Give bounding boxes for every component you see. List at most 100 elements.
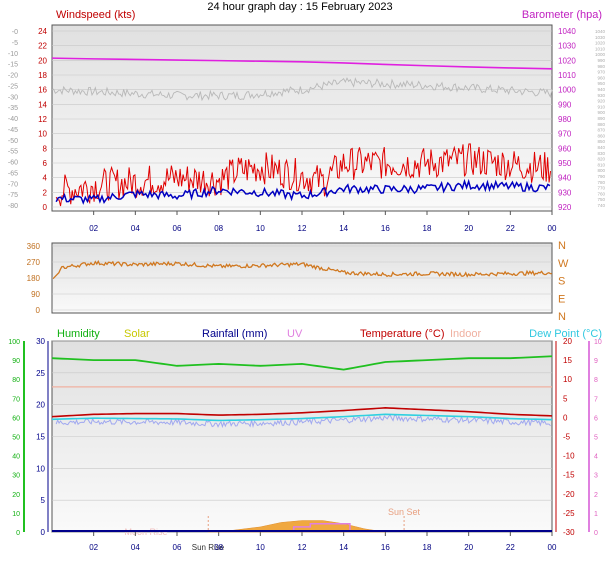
x-tick-label: 14	[339, 543, 348, 552]
baro-tick-label: 980	[558, 115, 572, 124]
outer-tick-label: -10	[8, 51, 18, 58]
x-tick-label: 08	[214, 543, 223, 552]
outer-baro-tick: 970	[597, 70, 605, 75]
uv-tick-label: 0	[594, 530, 598, 537]
uv-tick-label: 10	[594, 339, 602, 346]
rain-tick-label: 10	[36, 464, 45, 473]
outer-baro-tick: 950	[597, 81, 605, 86]
uv-tick-label: 6	[594, 415, 598, 422]
legend-rainfall: Rainfall (mm)	[202, 328, 267, 340]
outer-tick-label: -40	[8, 116, 18, 123]
outer-baro-tick: 810	[597, 162, 605, 167]
x-tick-label: 02	[89, 224, 98, 233]
humidity-tick-label: 70	[12, 396, 20, 403]
humidity-tick-label: 50	[12, 435, 20, 442]
humidity-tick-label: 10	[12, 511, 20, 518]
x-tick-label: 20	[464, 543, 473, 552]
x-tick-label: 04	[131, 224, 140, 233]
x-tick-label: 18	[423, 224, 432, 233]
wind-direction-series	[52, 259, 552, 280]
outer-baro-tick: 740	[597, 203, 605, 208]
temperature-tick-label: 5	[563, 394, 568, 403]
temperature-tick-label: 15	[563, 356, 572, 365]
baro-tick-label: 920	[558, 203, 572, 212]
x-tick-label: 10	[256, 224, 265, 233]
outer-baro-tick: 760	[597, 191, 605, 196]
x-tick-label: 18	[423, 543, 432, 552]
legend-dew-point: Dew Point (°C)	[529, 328, 602, 340]
x-tick-label: 04	[131, 543, 140, 552]
outer-tick-label: -80	[8, 203, 18, 210]
compass-label: N	[558, 240, 566, 252]
rain-tick-label: 0	[41, 528, 46, 537]
legend-solar: Solar	[124, 328, 150, 340]
temperature-tick-label: 0	[563, 413, 568, 422]
rain-tick-label: 20	[36, 401, 45, 410]
outer-tick-label: -55	[8, 149, 18, 156]
compass-label: E	[558, 293, 565, 305]
direction-tick-label: 0	[36, 306, 41, 315]
wind-tick-label: 16	[38, 86, 47, 95]
uv-tick-label: 3	[594, 473, 598, 480]
compass-label: S	[558, 276, 565, 288]
outer-baro-tick: 920	[597, 99, 605, 104]
outer-baro-tick: 910	[597, 104, 605, 109]
temperature-tick-label: -5	[563, 433, 571, 442]
temperature-tick-label: 10	[563, 375, 572, 384]
uv-tick-label: 9	[594, 358, 598, 365]
outer-baro-tick: 980	[597, 64, 605, 69]
rain-tick-label: 25	[36, 369, 45, 378]
temperature-tick-label: -15	[563, 471, 575, 480]
x-tick-label: 06	[173, 543, 182, 552]
outer-tick-label: -25	[8, 83, 18, 90]
direction-tick-label: 180	[27, 274, 41, 283]
compass-label: W	[558, 258, 569, 270]
outer-tick-label: -0	[12, 29, 18, 36]
outer-tick-label: -15	[8, 62, 18, 69]
x-tick-label: 08	[214, 224, 223, 233]
humidity-tick-label: 20	[12, 492, 20, 499]
humidity-tick-label: 40	[12, 454, 20, 461]
sunset-label: Sun Set	[388, 507, 421, 517]
uv-tick-label: 7	[594, 396, 598, 403]
x-tick-label: 22	[506, 224, 515, 233]
temperature-tick-label: -30	[563, 528, 575, 537]
legend-uv: UV	[287, 328, 303, 340]
outer-baro-tick: 1030	[595, 35, 606, 40]
baro-tick-label: 950	[558, 159, 572, 168]
outer-baro-tick: 840	[597, 145, 605, 150]
legend-indoor: Indoor	[450, 328, 482, 340]
wind-panel	[51, 24, 553, 212]
baro-tick-label: 990	[558, 100, 572, 109]
baro-tick-label: 1010	[558, 71, 576, 80]
outer-baro-tick: 900	[597, 110, 605, 115]
x-tick-label: 12	[298, 543, 307, 552]
outer-baro-tick: 790	[597, 174, 605, 179]
baro-tick-label: 1020	[558, 56, 576, 65]
x-tick-label: 20	[464, 224, 473, 233]
x-tick-label: 16	[381, 224, 390, 233]
humidity-series	[51, 355, 553, 371]
outer-baro-tick: 750	[597, 197, 605, 202]
wind-tick-label: 0	[43, 203, 48, 212]
rain-tick-label: 30	[36, 337, 45, 346]
humidity-tick-label: 80	[12, 377, 20, 384]
x-tick-label: 00	[548, 543, 557, 552]
outer-tick-label: -5	[12, 40, 18, 47]
uv-tick-label: 5	[594, 435, 598, 442]
temperature-tick-label: -25	[563, 509, 575, 518]
outer-baro-tick: 800	[597, 168, 605, 173]
outer-baro-tick: 870	[597, 128, 605, 133]
outer-baro-tick: 1040	[595, 29, 606, 34]
uv-tick-label: 1	[594, 511, 598, 518]
windspeed-axis-title: Windspeed (kts)	[56, 9, 135, 21]
outer-tick-label: -75	[8, 192, 18, 199]
wind-tick-label: 20	[38, 56, 47, 65]
barometer-axis-title: Barometer (hpa)	[522, 9, 602, 21]
wind-tick-label: 14	[38, 100, 47, 109]
gray-series	[51, 77, 553, 102]
outer-baro-tick: 890	[597, 116, 605, 121]
outer-baro-tick: 990	[597, 58, 605, 63]
baro-tick-label: 1000	[558, 86, 576, 95]
